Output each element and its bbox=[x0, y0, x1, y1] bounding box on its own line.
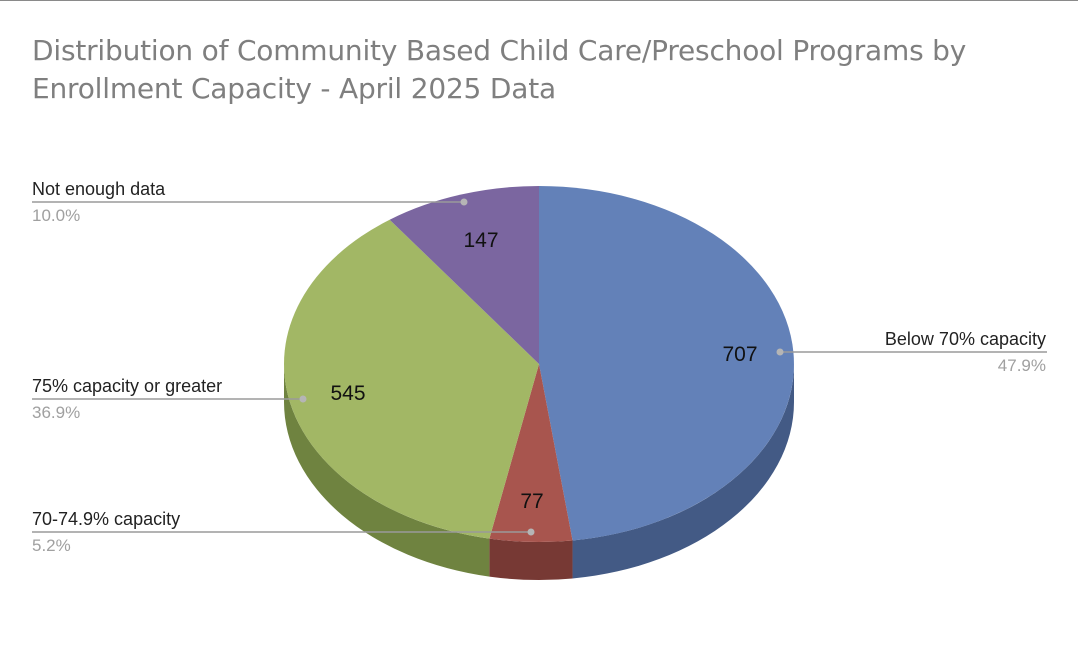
category-label-70-74: 70-74.9% capacity bbox=[32, 509, 181, 529]
pie-sides bbox=[284, 364, 794, 580]
pie-value-labels: 707 77 545 147 bbox=[330, 229, 757, 513]
percent-label-70-74: 5.2% bbox=[32, 536, 71, 555]
value-label-not-enough-data: 147 bbox=[463, 229, 498, 252]
top-border bbox=[0, 0, 1078, 1]
chart-title-line-1: Distribution of Community Based Child Ca… bbox=[32, 34, 967, 67]
pie-leader-lines bbox=[32, 198, 1047, 536]
pie-side-75-plus bbox=[284, 364, 490, 577]
value-label-below-70: 707 bbox=[722, 343, 757, 366]
chart-title-line-2: Enrollment Capacity - April 2025 Data bbox=[32, 72, 556, 105]
pie-side-below-70 bbox=[572, 364, 794, 579]
value-label-75-plus: 545 bbox=[330, 382, 365, 405]
pie-slice-below-70 bbox=[539, 186, 794, 541]
category-label-not-enough-data: Not enough data bbox=[32, 179, 166, 199]
pie-slice-70-74 bbox=[489, 364, 573, 542]
category-label-below-70: Below 70% capacity bbox=[884, 329, 1046, 349]
category-label-75-plus: 75% capacity or greater bbox=[32, 376, 223, 396]
pie-side-70-74 bbox=[489, 538, 573, 580]
pie-tops bbox=[283, 186, 794, 542]
leader-dot-not-enough-data bbox=[460, 198, 468, 206]
leader-dot-75-plus bbox=[299, 395, 307, 403]
leader-dot-70-74 bbox=[527, 528, 535, 536]
percent-label-75-plus: 36.9% bbox=[32, 403, 81, 422]
value-label-70-74: 77 bbox=[520, 490, 543, 513]
pie-slice-75-plus bbox=[283, 219, 539, 539]
leader-dot-below-70 bbox=[776, 348, 784, 356]
chart-title: Distribution of Community Based Child Ca… bbox=[32, 32, 1052, 108]
percent-label-below-70: 47.9% bbox=[997, 356, 1046, 375]
pie-slice-not-enough-data bbox=[389, 186, 539, 364]
percent-label-not-enough-data: 10.0% bbox=[32, 206, 81, 225]
